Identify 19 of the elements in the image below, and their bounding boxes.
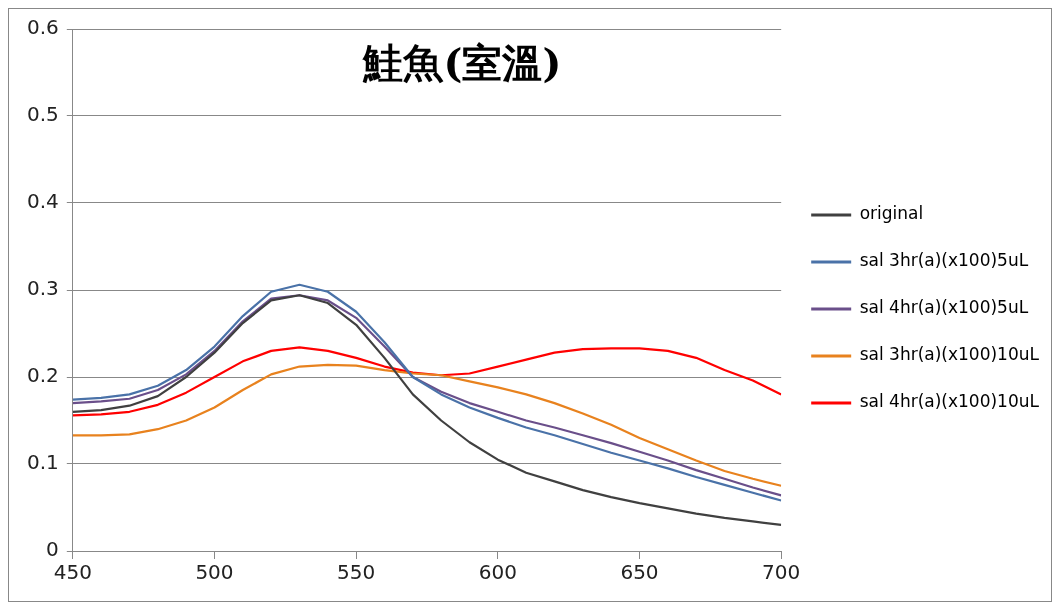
legend-label: sal 3hr(a)(x100)10uL: [859, 344, 1040, 365]
y-tick-label: 0.6: [26, 15, 59, 40]
y-tick-label: 0.2: [26, 363, 59, 388]
x-tick-label: 500: [195, 560, 234, 585]
x-tick-label: 650: [620, 560, 659, 585]
y-tick-label: 0.1: [26, 450, 59, 475]
x-tick-label: 600: [478, 560, 517, 585]
y-tick-label: 0.3: [26, 276, 59, 301]
y-tick-label: 0.5: [26, 102, 59, 127]
x-tick-label: 700: [762, 560, 801, 585]
legend-label: original: [859, 203, 924, 224]
legend-label: sal 3hr(a)(x100)5uL: [859, 250, 1029, 271]
y-tick-label: 0.4: [26, 189, 59, 214]
y-tick-label: 0: [46, 537, 59, 562]
legend-label: sal 4hr(a)(x100)5uL: [859, 297, 1029, 318]
legend-label: sal 4hr(a)(x100)10uL: [859, 391, 1040, 412]
x-tick-label: 550: [337, 560, 376, 585]
chart-title: 鮭魚(室溫): [362, 39, 562, 87]
x-tick-label: 450: [53, 560, 92, 585]
